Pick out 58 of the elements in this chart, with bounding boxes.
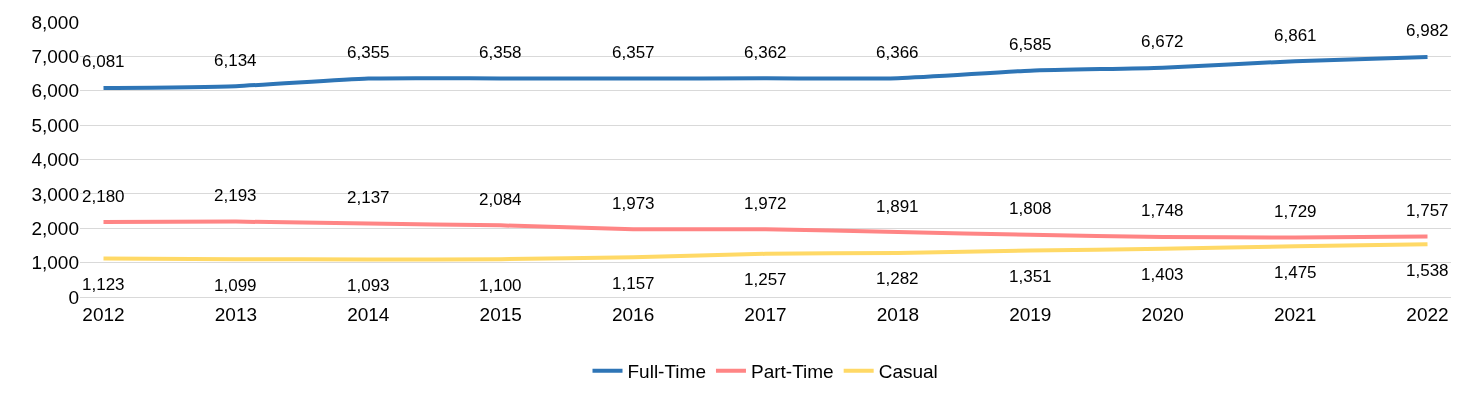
y-tick-label: 5,000 — [31, 114, 79, 136]
y-tick-label: 2,000 — [31, 217, 79, 239]
x-tick-label: 2020 — [1141, 303, 1184, 325]
data-label: 6,861 — [1274, 26, 1317, 45]
y-tick-label: 6,000 — [31, 80, 79, 102]
data-label: 1,351 — [1009, 267, 1052, 286]
data-label: 1,157 — [612, 274, 655, 293]
data-label: 6,355 — [347, 43, 390, 62]
data-label: 6,358 — [479, 43, 522, 62]
data-label: 6,672 — [1141, 32, 1184, 51]
x-tick-label: 2017 — [744, 303, 787, 325]
data-label: 6,366 — [876, 43, 919, 62]
data-label: 1,973 — [612, 194, 655, 213]
data-label: 1,808 — [1009, 199, 1052, 218]
x-tick-label: 2013 — [214, 303, 258, 325]
x-tick-label: 2016 — [611, 303, 655, 325]
data-label: 2,084 — [479, 190, 522, 209]
data-label: 1,403 — [1141, 265, 1184, 284]
line-series — [101, 242, 1430, 262]
x-tick-label: 2022 — [1406, 303, 1449, 325]
x-tick-label: 2021 — [1273, 303, 1317, 325]
x-tick-label: 2015 — [479, 303, 522, 325]
data-label: 2,180 — [82, 187, 125, 206]
data-label: 6,362 — [744, 43, 787, 62]
data-label: 1,538 — [1406, 261, 1449, 280]
data-label: 6,585 — [1009, 35, 1052, 54]
y-tick-label: 4,000 — [31, 149, 79, 171]
y-tick-label: 0 — [68, 286, 79, 308]
data-label: 1,099 — [214, 276, 257, 295]
y-tick-label: 7,000 — [31, 46, 79, 68]
data-label: 6,357 — [612, 43, 655, 62]
data-label: 1,093 — [347, 276, 390, 295]
x-tick-label: 2019 — [1009, 303, 1052, 325]
data-label: 6,081 — [82, 52, 125, 71]
y-tick-label: 1,000 — [31, 252, 79, 274]
data-label: 1,123 — [82, 275, 125, 294]
data-label: 2,193 — [214, 186, 257, 205]
x-tick-label: 2018 — [876, 303, 920, 325]
data-label: 1,757 — [1406, 201, 1449, 220]
data-label: 1,282 — [876, 269, 919, 288]
data-label: 1,100 — [479, 276, 522, 295]
data-label: 1,891 — [876, 197, 919, 216]
y-tick-label: 3,000 — [31, 183, 79, 205]
data-label: 6,982 — [1406, 21, 1449, 40]
y-tick-label: 8,000 — [31, 11, 79, 33]
data-label: 1,729 — [1274, 202, 1317, 221]
data-label: 6,134 — [214, 51, 257, 70]
data-label: 1,972 — [744, 194, 787, 213]
data-label: 1,257 — [744, 270, 787, 289]
data-label: 1,475 — [1274, 263, 1317, 282]
data-label: 1,748 — [1141, 201, 1184, 220]
data-label: 2,137 — [347, 188, 390, 207]
x-tick-label: 2012 — [82, 303, 125, 325]
legend-label: Casual — [878, 361, 938, 383]
legend-label: Part-Time — [750, 361, 834, 383]
x-tick-label: 2014 — [347, 303, 390, 325]
legend-label: Full-Time — [627, 361, 706, 383]
line-series — [101, 219, 1430, 240]
